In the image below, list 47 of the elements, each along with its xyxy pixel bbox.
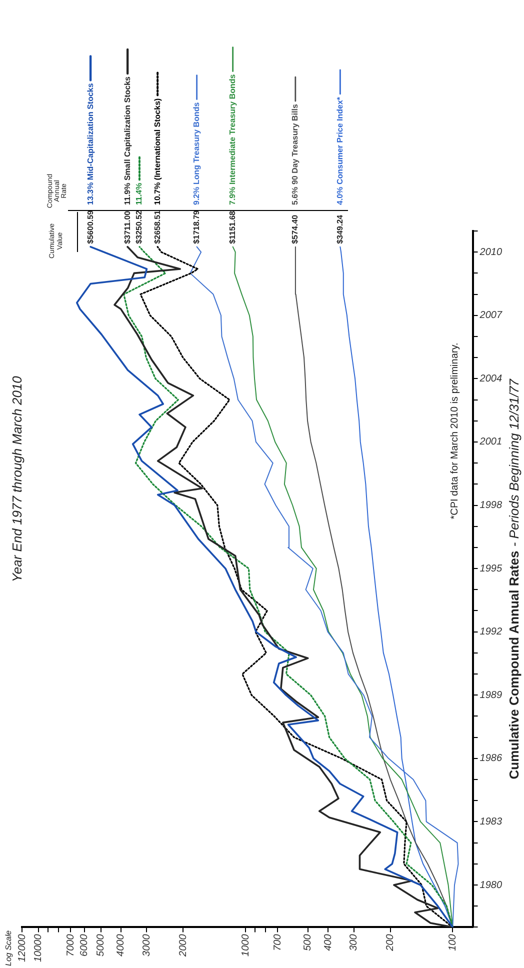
text: - Periods Beginning 12/31/77 bbox=[506, 378, 522, 550]
text: 9.2% Long Treasury Bonds bbox=[192, 102, 202, 205]
annotation: $2658.51 bbox=[152, 210, 162, 244]
text: 11.9% Small Capitalization Stocks bbox=[122, 76, 132, 205]
annotation: $5600.59 bbox=[86, 210, 95, 244]
x-tick-label: 300 bbox=[348, 934, 360, 951]
y-tick-label: 1986 bbox=[480, 753, 502, 764]
y-tick-label: 2007 bbox=[478, 310, 502, 322]
annotation: $574.40 bbox=[290, 214, 300, 244]
annotation: *CPI data for March 2010 is preliminary. bbox=[450, 342, 461, 520]
y-tick-label: 1989 bbox=[480, 690, 502, 701]
x-tick-label: 10000 bbox=[33, 934, 44, 962]
x-tick-label: 7000 bbox=[65, 934, 76, 956]
x-tick-label: 3000 bbox=[141, 934, 152, 956]
y-tick-label: 1980 bbox=[480, 880, 502, 891]
text: Log Scale bbox=[4, 930, 14, 966]
x-tick-label: 700 bbox=[272, 934, 284, 951]
text: 7.9% Intermediate Treasury Bonds bbox=[228, 74, 238, 205]
y-tick-label: 2010 bbox=[478, 246, 502, 258]
x-tick-label: 12000 bbox=[16, 934, 28, 962]
y-tick-label: 2004 bbox=[478, 373, 502, 384]
x-tick-label: 2000 bbox=[178, 934, 189, 958]
x-tick-label: 4000 bbox=[116, 934, 127, 956]
x-tick-label: 6000 bbox=[79, 934, 90, 956]
y-tick-label: 1983 bbox=[480, 816, 502, 828]
text: 5.6% 90 Day Treasury Bills bbox=[290, 104, 300, 205]
x-tick-label: 500 bbox=[302, 934, 314, 951]
y-tick-label: 1998 bbox=[480, 500, 502, 512]
x-tick-label: 400 bbox=[322, 934, 334, 951]
text: 10.7% (International Stocks) bbox=[152, 98, 162, 205]
annotation: $3250.52 bbox=[134, 210, 144, 244]
x-tick-label: 5000 bbox=[96, 934, 107, 956]
annotation: $349.24 bbox=[335, 214, 344, 244]
x-tick-label: 200 bbox=[385, 934, 396, 952]
x-tick-label: 1000 bbox=[240, 934, 252, 956]
y-tick-label: 2001 bbox=[478, 436, 502, 448]
x-tick-label: 100 bbox=[447, 934, 458, 951]
annotation: $1718.79 bbox=[192, 210, 202, 244]
y-tick-label: 1992 bbox=[480, 626, 502, 638]
text: Year End 1977 through March 2010 bbox=[10, 375, 25, 582]
text: Cumulative Compound Annual Rates bbox=[506, 550, 522, 780]
text: 13.3% Mid-Capitalization Stocks bbox=[86, 82, 95, 205]
text: 4.0% Consumer Price Index* bbox=[335, 96, 344, 205]
text: 11.4% bbox=[134, 182, 144, 205]
annotation: $3711.00 bbox=[122, 210, 132, 244]
y-tick-label: 1995 bbox=[480, 563, 502, 574]
annotation: $1151.68 bbox=[228, 210, 238, 244]
